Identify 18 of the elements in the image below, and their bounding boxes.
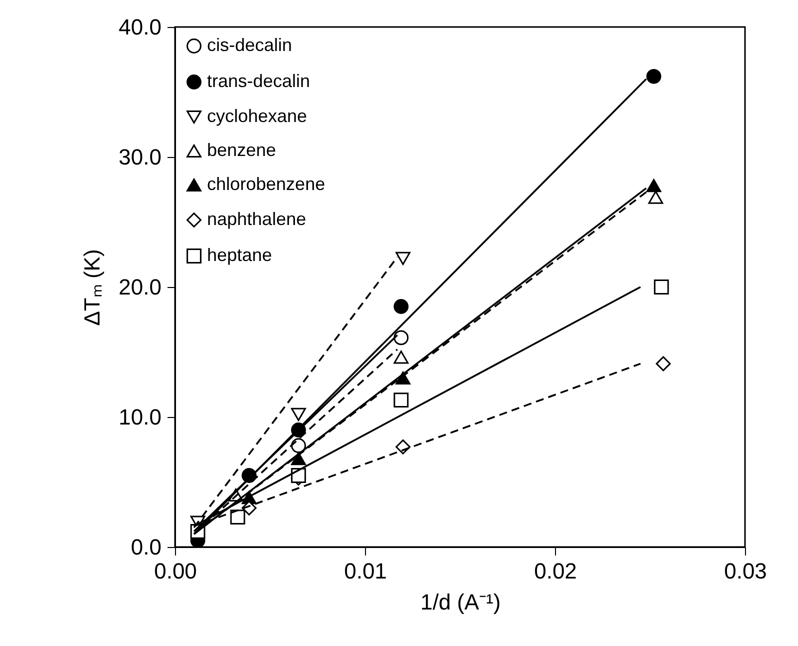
legend-label: chlorobenzene <box>207 174 326 194</box>
x-tick-label: 0.03 <box>724 558 767 584</box>
legend-label: cis-decalin <box>207 35 292 55</box>
x-axis-title: 1/d (A⁻¹) <box>420 590 501 614</box>
y-axis-title: ΔTₘ (K) <box>80 249 105 326</box>
y-tick-label: 20.0 <box>118 274 162 300</box>
legend-label: naphthalene <box>207 209 306 229</box>
y-tick-label: 10.0 <box>118 404 162 430</box>
legend-label: benzene <box>207 140 276 160</box>
legend-label: trans-decalin <box>207 71 310 91</box>
y-tick-label: 0.0 <box>130 534 162 560</box>
y-tick-label: 30.0 <box>118 144 162 170</box>
y-tick-label: 40.0 <box>118 14 162 40</box>
x-tick-label: 0.01 <box>344 558 387 584</box>
x-tick-label: 0.00 <box>154 558 197 584</box>
legend-label: heptane <box>207 245 272 265</box>
legend-label: cyclohexane <box>207 106 308 126</box>
x-tick-label: 0.02 <box>534 558 577 584</box>
